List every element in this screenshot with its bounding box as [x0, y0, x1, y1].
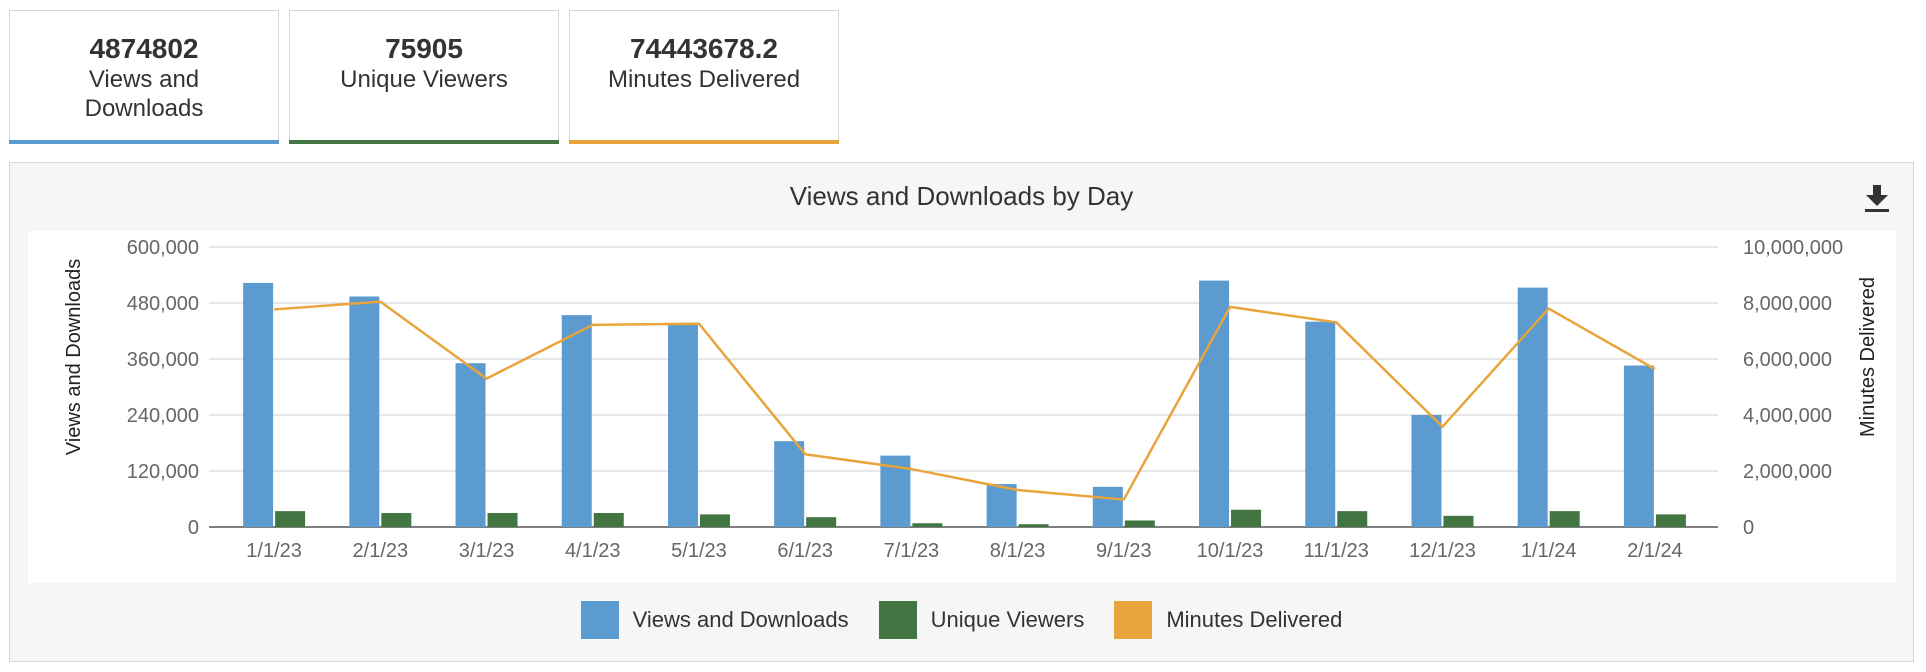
x-tick-label: 4/1/23 — [565, 540, 621, 562]
legend-label: Unique Viewers — [930, 607, 1085, 632]
bars — [243, 280, 1686, 527]
stat-label: Unique Viewers — [340, 66, 508, 93]
stat-card-minutes[interactable]: 74443678.2 Minutes Delivered — [569, 10, 839, 144]
bar-views[interactable] — [349, 296, 380, 527]
grid-lines — [209, 246, 1718, 528]
legend-label: Views and Downloads — [632, 607, 849, 632]
bar-unique-viewers[interactable] — [1018, 524, 1049, 527]
bar-unique-viewers[interactable] — [699, 514, 730, 527]
x-tick-label: 10/1/23 — [1197, 540, 1264, 562]
legend-swatch — [580, 601, 619, 639]
x-tick-label: 6/1/23 — [777, 540, 833, 562]
y-tick-label: 480,000 — [127, 293, 199, 315]
y2-tick-label: 2,000,000 — [1743, 461, 1832, 483]
y2-tick-label: 8,000,000 — [1743, 293, 1832, 315]
stat-underline — [289, 140, 559, 144]
bar-views[interactable] — [1199, 280, 1230, 527]
bar-views[interactable] — [1411, 415, 1442, 527]
bar-views[interactable] — [774, 441, 805, 527]
bar-unique-viewers[interactable] — [1231, 509, 1262, 527]
stat-value: 4874802 — [89, 33, 199, 64]
bar-views[interactable] — [667, 324, 698, 527]
line-series — [274, 300, 1656, 501]
bar-unique-viewers[interactable] — [1124, 520, 1155, 527]
chart-title: Views and Downloads by Day — [789, 181, 1134, 211]
bar-unique-viewers[interactable] — [487, 513, 518, 527]
legend-item-minutes[interactable]: Minutes Delivered — [1114, 601, 1342, 639]
x-tick-label: 8/1/23 — [990, 540, 1046, 562]
legend-swatch — [878, 601, 917, 639]
y2-tick-label: 6,000,000 — [1743, 349, 1832, 371]
y2-tick-label: 10,000,000 — [1743, 237, 1843, 259]
bar-unique-viewers[interactable] — [1337, 511, 1368, 527]
y2-tick-label: 4,000,000 — [1743, 405, 1832, 427]
axes: 0 0 120,000 2,000,000 240,000 4,000,000 360,00… — [127, 237, 1843, 562]
bar-unique-viewers[interactable] — [912, 523, 943, 527]
bar-views[interactable] — [455, 363, 486, 527]
bar-views[interactable] — [1092, 486, 1123, 527]
y-tick-label: 360,000 — [127, 349, 199, 371]
y2-tick-label: 0 — [1743, 517, 1754, 539]
bar-unique-viewers[interactable] — [1549, 511, 1580, 527]
bar-unique-viewers[interactable] — [1655, 514, 1686, 527]
plot-area: 0 0 120,000 2,000,000 240,000 4,000,000 360,00… — [28, 231, 1896, 583]
bar-unique-viewers[interactable] — [275, 511, 306, 527]
x-tick-label: 2/1/24 — [1627, 540, 1683, 562]
bar-views[interactable] — [1517, 287, 1548, 527]
x-tick-label: 12/1/23 — [1409, 540, 1476, 562]
bar-views[interactable] — [1623, 365, 1654, 527]
stat-value: 74443678.2 — [630, 33, 778, 64]
x-tick-label: 3/1/23 — [459, 540, 515, 562]
stats-row: 4874802 Views and Downloads 75905 Unique… — [9, 10, 839, 144]
bar-views[interactable] — [1305, 321, 1336, 527]
bar-views[interactable] — [243, 282, 274, 527]
y-axis-label: Views and Downloads — [63, 259, 85, 455]
y-tick-label: 0 — [188, 517, 199, 539]
x-tick-label: 11/1/23 — [1304, 540, 1369, 562]
bar-views[interactable] — [986, 484, 1017, 527]
x-tick-label: 5/1/23 — [671, 540, 727, 562]
download-icon[interactable] — [1863, 183, 1891, 213]
stat-label: Minutes Delivered — [607, 66, 801, 93]
stat-card-viewers[interactable]: 75905 Unique Viewers — [289, 10, 559, 144]
legend-swatch — [1114, 601, 1153, 639]
y-tick-label: 600,000 — [127, 237, 199, 259]
stat-value: 75905 — [385, 33, 463, 64]
bar-unique-viewers[interactable] — [381, 513, 412, 527]
x-tick-label: 9/1/23 — [1096, 540, 1152, 562]
legend-item-views[interactable]: Views and Downloads — [580, 601, 849, 639]
x-tick-label: 1/1/24 — [1521, 540, 1577, 562]
legend-label: Minutes Delivered — [1166, 607, 1343, 632]
bar-unique-viewers[interactable] — [1443, 515, 1474, 527]
chart-panel: Views and Downloads by Day 0 0 120,000 2,00… — [9, 162, 1914, 662]
chart-legend: Views and Downloads Unique Viewers Minut… — [10, 601, 1913, 639]
y-tick-label: 240,000 — [127, 405, 199, 427]
bar-unique-viewers[interactable] — [806, 517, 837, 527]
x-tick-label: 2/1/23 — [353, 540, 409, 562]
line-minutes-delivered[interactable] — [274, 300, 1656, 501]
stat-label: Views and Downloads — [84, 66, 204, 122]
y2-axis-label: Minutes Delivered — [1857, 277, 1879, 437]
stat-underline — [569, 140, 839, 144]
legend-item-viewers[interactable]: Unique Viewers — [878, 601, 1085, 639]
x-tick-label: 1/1/23 — [246, 540, 302, 562]
bar-unique-viewers[interactable] — [593, 513, 624, 527]
stat-underline — [9, 140, 279, 144]
chart-svg: 0 0 120,000 2,000,000 240,000 4,000,000 360,00… — [63, 237, 1879, 562]
y-tick-label: 120,000 — [127, 461, 199, 483]
stat-card-views[interactable]: 4874802 Views and Downloads — [9, 10, 279, 144]
bar-views[interactable] — [561, 315, 592, 527]
x-tick-label: 7/1/23 — [884, 540, 940, 562]
